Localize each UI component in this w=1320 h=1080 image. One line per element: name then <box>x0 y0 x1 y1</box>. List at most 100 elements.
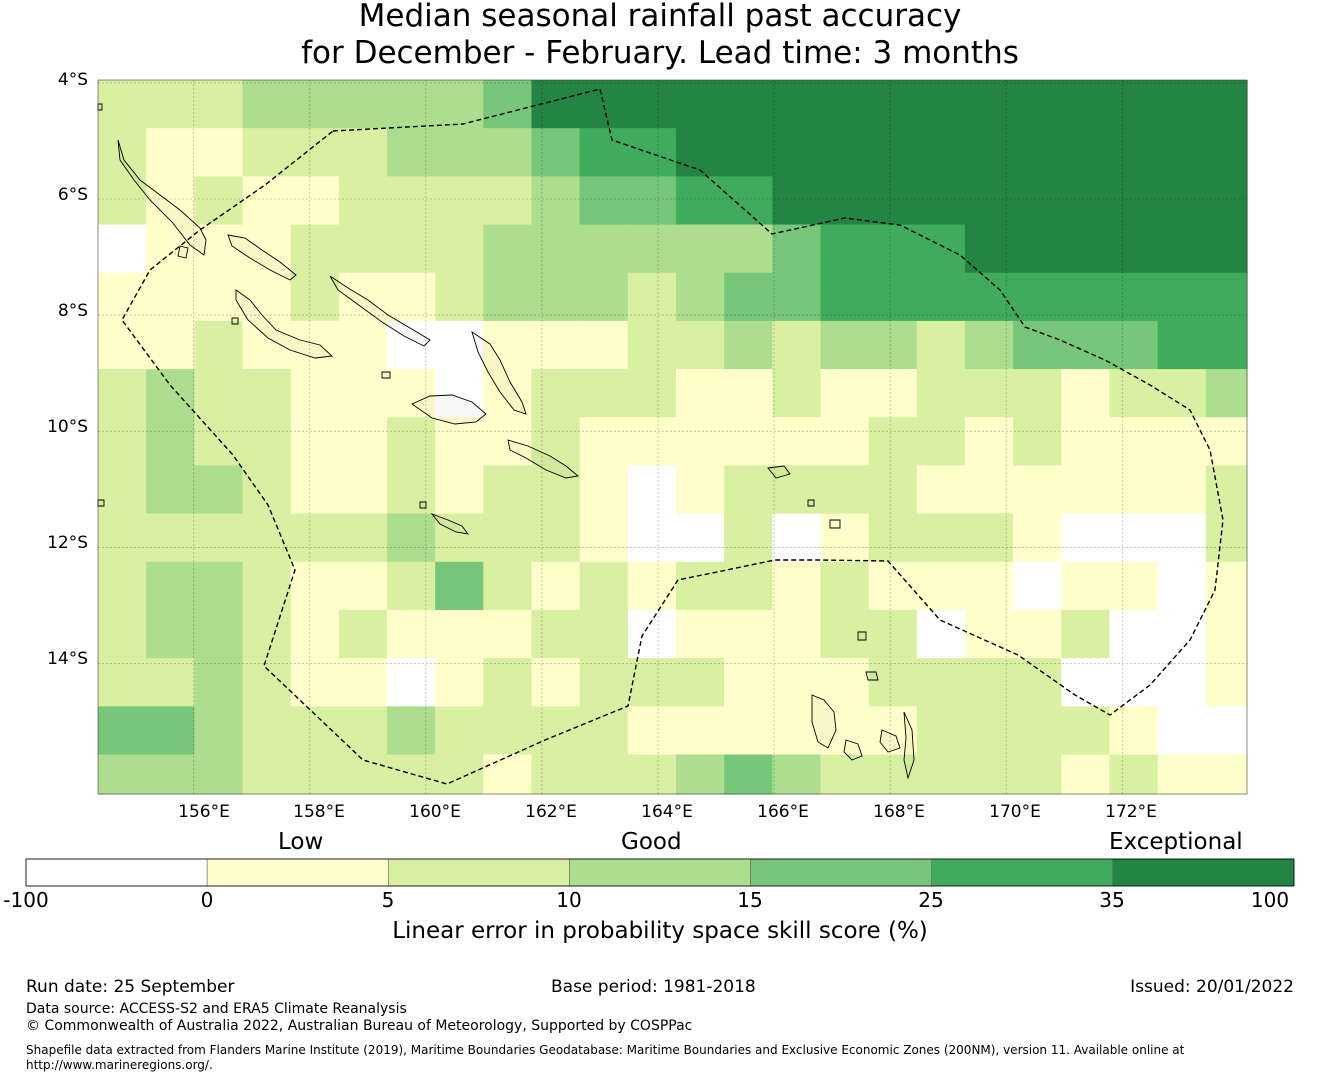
grid-cell <box>964 320 1014 370</box>
grid-cell <box>1061 465 1111 515</box>
grid-cell <box>579 369 629 418</box>
grid-cell <box>1157 561 1207 611</box>
grid-cell <box>675 706 725 756</box>
grid-cell <box>579 320 629 370</box>
grid-cell <box>1109 80 1159 129</box>
pentecost-coastline <box>903 711 915 780</box>
grid-cell <box>1013 754 1062 795</box>
grid-cell <box>146 706 195 756</box>
grid-cell <box>194 128 244 177</box>
grid-cell <box>290 80 340 129</box>
grid-cell <box>146 128 195 177</box>
grid-cell <box>868 320 918 370</box>
grid-cell <box>1109 176 1159 226</box>
lon-label-168e: 168°E <box>873 802 925 822</box>
grid-cell <box>1157 320 1207 370</box>
grid-cell <box>579 417 629 467</box>
grid-cell <box>916 513 966 563</box>
grid-cell <box>146 513 195 563</box>
grid-cell <box>772 80 822 129</box>
grid-cell <box>820 561 870 611</box>
grid-cell <box>1205 369 1248 418</box>
grid-cell <box>868 706 918 756</box>
grid-cell <box>483 80 533 129</box>
grid-cell <box>146 754 195 795</box>
vanikoro-coastline <box>829 519 841 529</box>
grid-cell <box>435 128 484 177</box>
grid-cell <box>868 369 918 418</box>
small-islet-b <box>381 371 391 379</box>
grid-cell <box>1157 754 1207 795</box>
grid-cell <box>1061 754 1111 795</box>
grid-cell <box>194 176 244 226</box>
grid-cell <box>1109 320 1159 370</box>
grid-cell <box>531 128 581 177</box>
grid-cell <box>1013 609 1062 659</box>
grid-cell <box>338 754 388 795</box>
colorbar-label: Linear error in probability space skill … <box>392 918 928 944</box>
grid-cell <box>579 658 629 707</box>
grid-cell <box>242 513 292 563</box>
grid-cell <box>531 658 581 707</box>
grid-cell <box>98 706 147 756</box>
grid-cell <box>435 417 484 467</box>
grid-cell <box>916 272 966 322</box>
grid-cell <box>868 272 918 322</box>
colorbar-segment <box>931 858 1114 887</box>
grid-cell <box>338 176 388 226</box>
grid-cell <box>98 658 147 707</box>
grid-cell <box>386 272 436 322</box>
grid-cell <box>98 224 147 274</box>
grid-cell <box>964 706 1014 756</box>
data-source: Data source: ACCESS-S2 and ERA5 Climate … <box>26 1001 407 1017</box>
grid-cell <box>435 224 484 274</box>
grid-cell <box>483 658 533 707</box>
grid-cell <box>675 320 725 370</box>
grid-cell <box>386 369 436 418</box>
grid-cell <box>579 609 629 659</box>
grid-cell <box>772 272 822 322</box>
grid-cell <box>1061 658 1111 707</box>
small-islet-e <box>419 501 427 509</box>
category-exceptional: Exceptional <box>1109 829 1243 855</box>
grid-cell <box>1205 224 1248 274</box>
grid-cell <box>338 465 388 515</box>
grid-cell <box>483 706 533 756</box>
grid-cell <box>146 224 195 274</box>
grid-cell <box>1013 272 1062 322</box>
grid-cell <box>627 272 677 322</box>
grid-cell <box>916 465 966 515</box>
grid-cell <box>868 224 918 274</box>
grid-cell <box>820 513 870 563</box>
grid-cell <box>435 609 484 659</box>
grid-cell <box>1205 80 1248 129</box>
shapefile-credit-line-2: http://www.marineregions.org/. <box>26 1058 213 1072</box>
grid-cell <box>435 754 484 795</box>
grid-cell <box>1061 80 1111 129</box>
chart-title-line-1: Median seasonal rainfall past accuracy <box>358 0 962 34</box>
grid-cell <box>98 176 147 226</box>
grid-cell <box>868 128 918 177</box>
grid-cell <box>338 561 388 611</box>
grid-cell <box>627 417 677 467</box>
grid-cell <box>1013 706 1062 756</box>
colorbar-segment <box>25 858 208 887</box>
grid-cell <box>916 706 966 756</box>
grid-cell <box>146 80 195 129</box>
grid-cell <box>579 561 629 611</box>
grid-cell <box>1109 417 1159 467</box>
grid-cell <box>1061 417 1111 467</box>
grid-cell <box>435 465 484 515</box>
grid-cell <box>1205 658 1248 707</box>
grid-cell <box>483 465 533 515</box>
colorbar-tick: 5 <box>381 888 395 912</box>
grid-cell <box>531 224 581 274</box>
grid-cell <box>579 706 629 756</box>
grid-cell <box>483 128 533 177</box>
grid-cell <box>290 176 340 226</box>
malekula-coastline <box>879 729 901 753</box>
grid-cell <box>724 754 773 795</box>
grid-cell <box>724 224 773 274</box>
colorbar-tick: 0 <box>200 888 214 912</box>
